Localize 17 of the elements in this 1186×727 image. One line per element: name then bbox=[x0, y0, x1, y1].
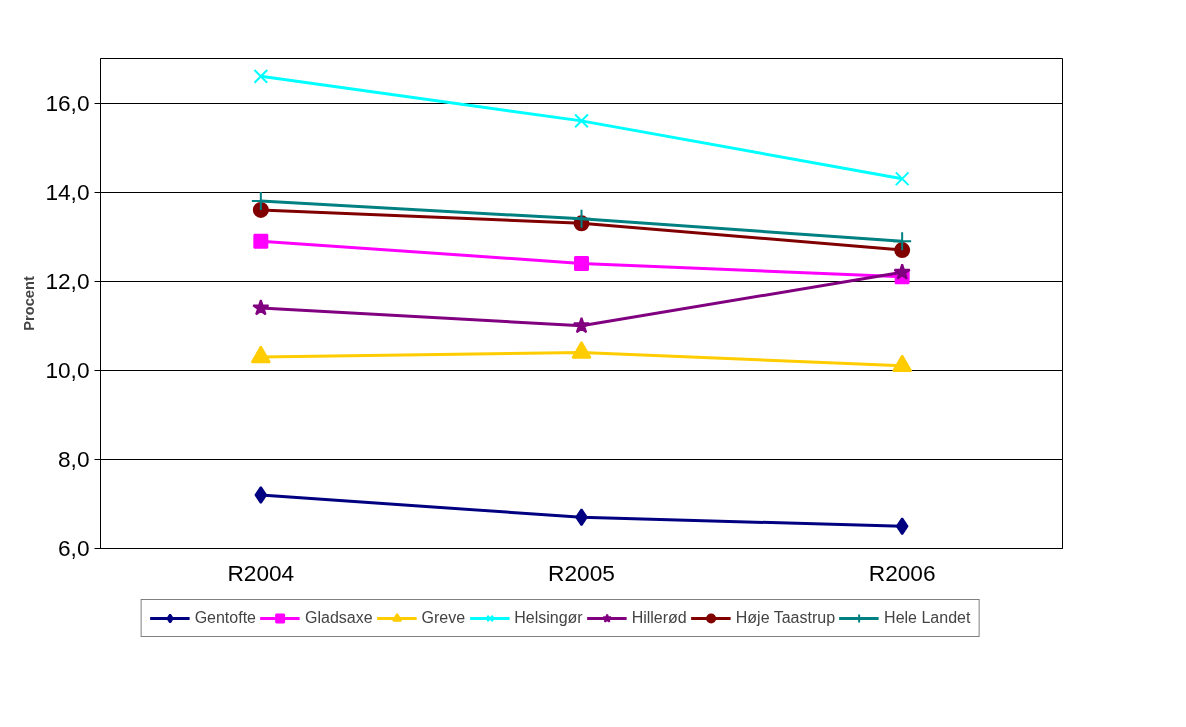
y-tick-label: 10,0 bbox=[45, 356, 90, 383]
legend-label: Greve bbox=[421, 609, 466, 627]
y-tick-label: 12,0 bbox=[45, 267, 90, 294]
x-tick-label: R2006 bbox=[868, 559, 936, 586]
y-tick-label: 14,0 bbox=[45, 178, 90, 205]
x-tick-label: R2004 bbox=[227, 559, 295, 586]
x-tick-label: R2005 bbox=[548, 559, 615, 586]
legend-label: Hillerød bbox=[631, 609, 687, 627]
legend-label: Helsingør bbox=[514, 609, 583, 627]
y-axis-title: Procent bbox=[21, 276, 38, 331]
y-tick-label: 6,0 bbox=[58, 535, 90, 561]
y-tick-label: 16,0 bbox=[45, 89, 90, 116]
legend-label: Gladsaxe bbox=[305, 609, 373, 627]
y-tick-label: 8,0 bbox=[58, 445, 90, 472]
legend-label: Høje Taastrup bbox=[735, 609, 836, 627]
legend-label: Hele Landet bbox=[884, 609, 971, 627]
legend-label: Gentofte bbox=[194, 609, 256, 627]
